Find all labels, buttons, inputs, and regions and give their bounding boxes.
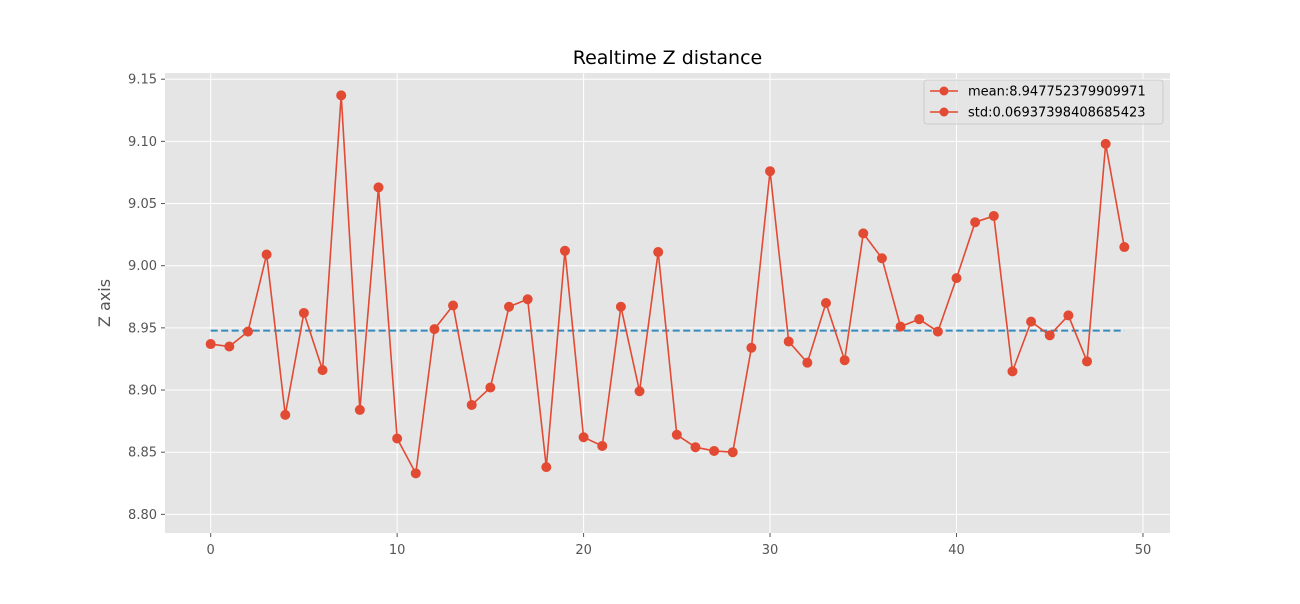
data-point [970,217,981,228]
x-tick-label: 20 [575,543,592,558]
data-point [224,341,235,352]
series-layer [205,90,1130,479]
y-tick-label: 8.90 [128,384,157,399]
grid-lines [165,73,1170,533]
legend-marker [939,86,949,96]
data-point [392,433,403,444]
data-point [914,314,925,325]
data-point [298,307,309,318]
data-point [466,399,477,410]
data-point [261,249,272,260]
plot-area [165,73,1170,533]
data-point [634,386,645,397]
data-point [690,442,701,453]
data-point [895,321,906,332]
data-point [1063,310,1074,321]
legend-box [923,79,1164,125]
data-point [709,445,720,456]
data-point [373,182,384,193]
data-point [1044,330,1055,341]
data-point [746,342,757,353]
data-point [1007,366,1018,377]
legend: mean:8.947752379909971 std:0.06937398408… [923,79,1164,125]
y-tick-label: 9.10 [128,135,157,150]
legend-label-mean: mean:8.947752379909971 [968,85,1146,100]
x-tick-label: 40 [948,543,965,558]
data-point [615,301,626,312]
data-point [988,210,999,221]
data-point [410,468,421,479]
data-point [280,409,291,420]
data-point [1100,138,1111,149]
data-point [559,245,570,256]
x-tick-label: 10 [389,543,406,558]
data-point [876,253,887,264]
data-point [541,462,552,473]
data-point [1082,356,1093,367]
y-tick-labels: 8.80 8.85 8.90 8.95 9.00 9.05 9.10 9.15 [128,73,165,523]
data-point [242,326,253,337]
data-point [1119,242,1130,253]
data-point [802,357,813,368]
data-point [727,447,738,458]
x-tick-label: 0 [207,543,215,558]
y-tick-label: 9.15 [128,73,157,88]
data-point [504,301,515,312]
y-tick-label: 8.95 [128,321,157,336]
data-point [522,294,533,305]
data-point [858,228,869,239]
data-point [951,273,962,284]
data-point [597,440,608,451]
data-point [839,355,850,366]
legend-item-std: std:0.06937398408685423 [930,106,1146,121]
legend-label-std: std:0.06937398408685423 [968,106,1146,121]
x-tick-labels: 0 10 20 30 40 50 [207,533,1152,558]
data-point [354,404,365,415]
legend-item-mean: mean:8.947752379909971 [930,85,1146,100]
x-tick-label: 30 [762,543,779,558]
data-point [671,429,682,440]
data-point [205,339,216,350]
data-point [783,336,794,347]
data-point [1026,316,1037,327]
data-point [317,365,328,376]
data-point [765,166,776,177]
x-tick-label: 50 [1135,543,1152,558]
data-point [448,300,459,311]
y-axis-label: Z axis [95,279,114,327]
data-point [820,298,831,308]
data-point [429,324,440,335]
chart-title: Realtime Z distance [573,47,763,69]
y-tick-label: 8.80 [128,508,157,523]
data-point [336,90,347,101]
y-tick-label: 9.05 [128,197,157,212]
y-tick-label: 8.85 [128,446,157,461]
y-tick-label: 9.00 [128,259,157,274]
data-point [578,432,589,443]
data-point [932,326,943,337]
data-point [653,247,664,258]
legend-marker [939,107,949,117]
data-point [485,382,496,393]
series-line [210,95,1126,476]
